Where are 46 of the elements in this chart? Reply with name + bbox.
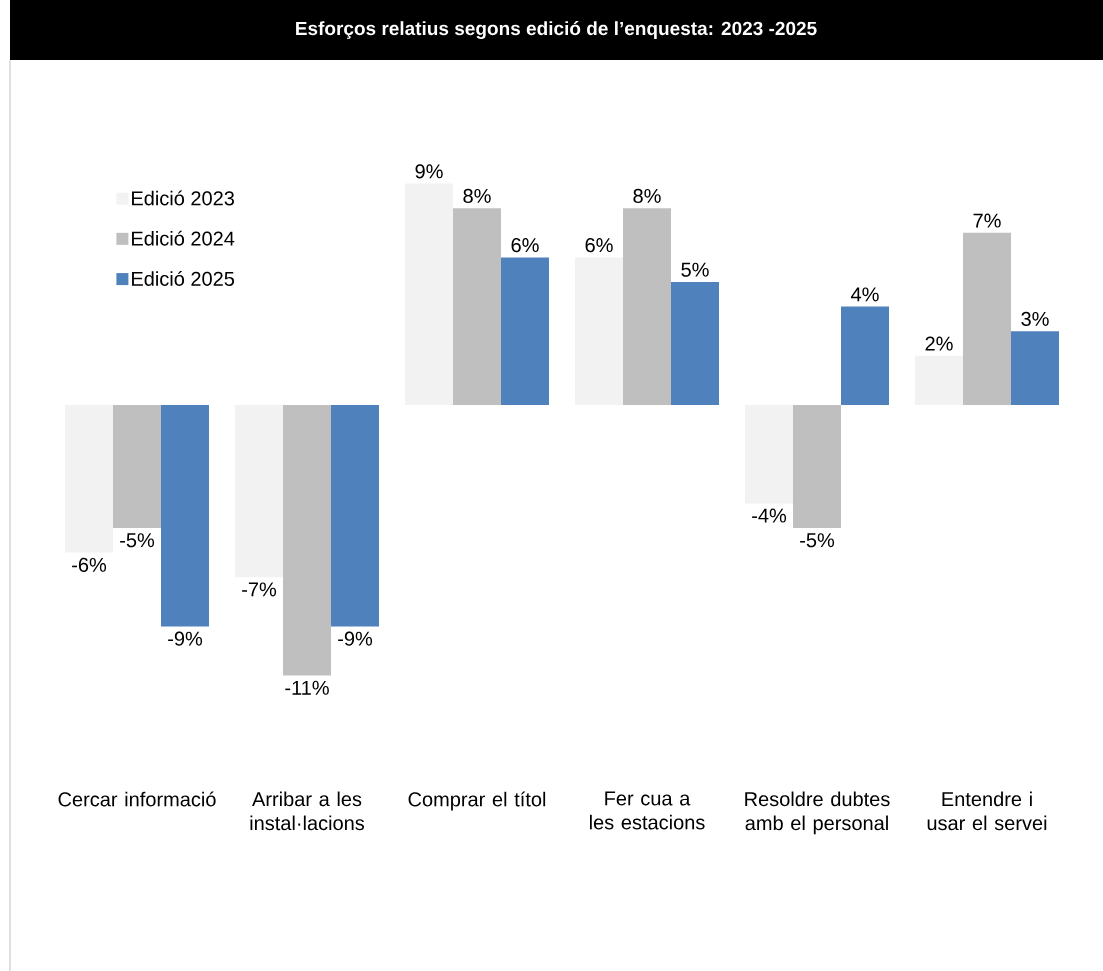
bar (915, 355, 964, 405)
x-tick-label: Fer cua a les estacions (589, 791, 705, 830)
x-tick-label: Comprar el títol (408, 791, 546, 811)
legend-label: Edició 2024 (132, 230, 235, 246)
bar (501, 257, 550, 405)
bar (65, 404, 114, 553)
data-label: -7% (242, 582, 277, 597)
data-label: -6% (72, 557, 107, 572)
x-tick-label: Entendre i usar el servei (927, 791, 1047, 830)
data-label: 2% (925, 336, 953, 351)
data-label: -9% (338, 631, 373, 646)
bar (113, 404, 162, 528)
data-label: -11% (285, 680, 329, 695)
data-label: 3% (1021, 311, 1049, 326)
bar (623, 207, 671, 405)
data-label: 4% (851, 287, 879, 302)
x-tick-label: Arribar a les instal·lacions (250, 791, 365, 830)
data-label: 5% (681, 262, 709, 277)
bar (671, 281, 720, 405)
bar (453, 207, 501, 405)
bar (331, 404, 380, 627)
data-label: 7% (973, 213, 1001, 228)
data-label: 8% (463, 188, 491, 203)
bar (235, 404, 284, 577)
data-label: -4% (752, 508, 787, 523)
legend-label: Edició 2025 (132, 270, 235, 286)
data-label: -5% (120, 532, 155, 548)
data-label: -5% (800, 532, 835, 548)
data-label: 9% (415, 164, 443, 179)
chart-title: Esforços relatius segons edició de l’enquesta: 2023 -2025 (296, 20, 817, 39)
legend-label: Edició 2023 (132, 190, 235, 206)
data-label: 8% (633, 188, 661, 203)
bar (793, 404, 841, 528)
bar (841, 306, 889, 405)
data-label: 6% (585, 237, 613, 252)
data-label: 6% (511, 237, 539, 252)
x-tick-label: Cercar informació (58, 791, 216, 807)
bar (405, 183, 454, 405)
bar (745, 404, 794, 504)
bar (575, 257, 624, 405)
data-label: -9% (168, 631, 203, 646)
bar (1011, 330, 1059, 405)
bar (161, 404, 210, 627)
bar (283, 404, 332, 676)
bar (963, 232, 1011, 405)
x-tick-label: Resoldre dubtes amb el personal (745, 791, 890, 834)
